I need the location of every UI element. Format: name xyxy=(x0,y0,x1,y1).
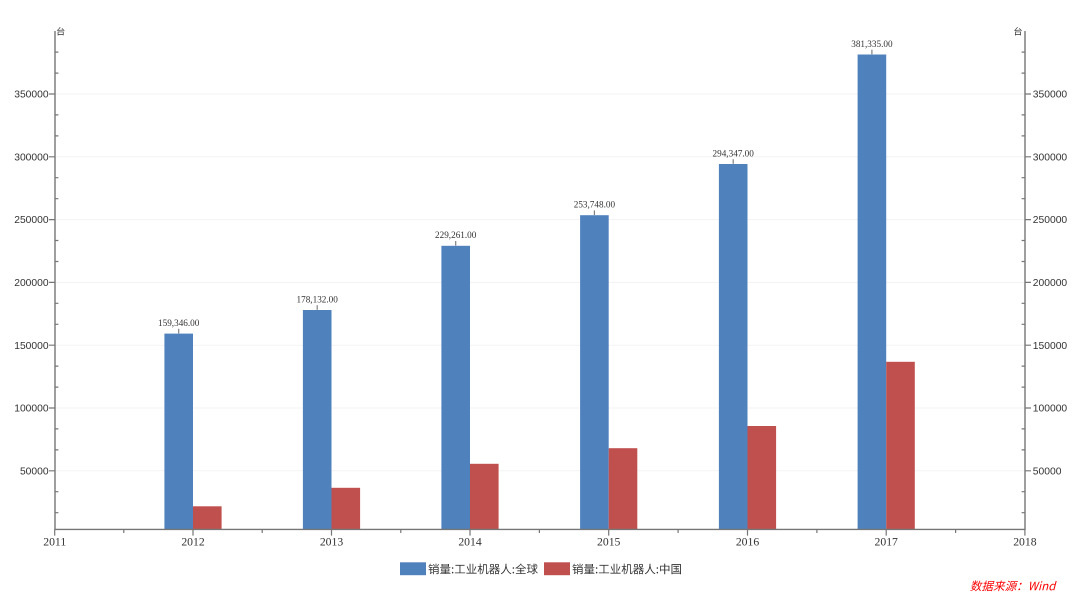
svg-text:2018: 2018 xyxy=(1013,535,1037,548)
svg-text:100000: 100000 xyxy=(14,404,49,415)
svg-text:350000: 350000 xyxy=(14,90,49,101)
svg-text:250000: 250000 xyxy=(14,215,49,226)
svg-text:2017: 2017 xyxy=(875,535,899,548)
svg-text:178,132.00: 178,132.00 xyxy=(297,294,339,304)
svg-text:200000: 200000 xyxy=(14,278,49,289)
svg-text:100000: 100000 xyxy=(1033,404,1068,415)
svg-text:294,347.00: 294,347.00 xyxy=(713,148,755,158)
svg-text:229,261.00: 229,261.00 xyxy=(435,230,477,240)
svg-text:253,748.00: 253,748.00 xyxy=(574,200,616,210)
svg-text:50000: 50000 xyxy=(1033,466,1062,477)
svg-text:2012: 2012 xyxy=(181,535,205,548)
svg-text:350000: 350000 xyxy=(1033,90,1068,101)
svg-text:159,346.00: 159,346.00 xyxy=(158,318,200,328)
svg-text:2014: 2014 xyxy=(458,535,482,548)
svg-text:300000: 300000 xyxy=(14,152,49,163)
svg-text:2015: 2015 xyxy=(597,535,621,548)
svg-text:2013: 2013 xyxy=(320,535,344,548)
svg-text:250000: 250000 xyxy=(1033,215,1068,226)
svg-text:381,335.00: 381,335.00 xyxy=(851,39,893,49)
svg-text:150000: 150000 xyxy=(1033,341,1068,352)
svg-text:300000: 300000 xyxy=(1033,152,1068,163)
svg-text:150000: 150000 xyxy=(14,341,49,352)
svg-text:2011: 2011 xyxy=(43,535,66,548)
svg-text:50000: 50000 xyxy=(20,466,49,477)
svg-text:2016: 2016 xyxy=(736,535,760,548)
svg-text:200000: 200000 xyxy=(1033,278,1068,289)
